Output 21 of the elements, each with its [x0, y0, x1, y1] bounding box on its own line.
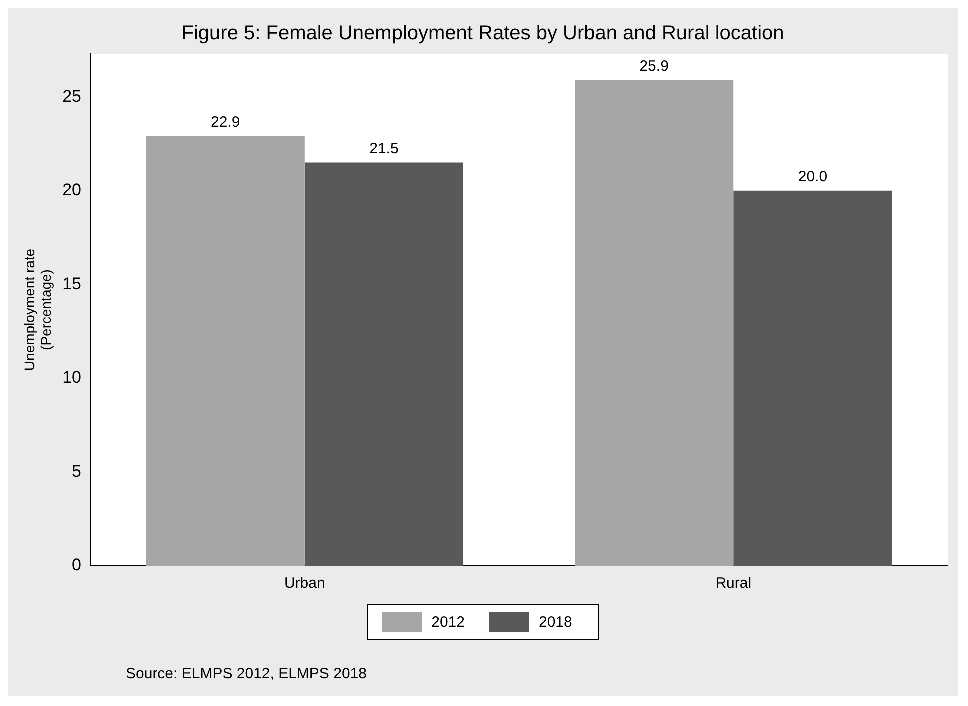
- text: 20.0: [798, 168, 828, 186]
- y-tick-label: 25: [62, 86, 82, 106]
- source-note: Source: ELMPS 2012, ELMPS 2018: [126, 666, 367, 683]
- legend-label: 2012: [432, 614, 465, 630]
- text: 25.9: [640, 58, 669, 75]
- bar: [304, 162, 464, 566]
- legend-label: 2018: [539, 614, 572, 630]
- y-tick-label: 15: [62, 274, 82, 294]
- text: 21.5: [370, 140, 399, 158]
- chart-title: Figure 5: Female Unemployment Rates by Urban and Rural location: [182, 22, 784, 45]
- x-tick-label: Urban: [284, 575, 326, 592]
- x-tick-label: Rural: [716, 575, 752, 592]
- y-tick-label: 20: [62, 180, 82, 200]
- y-tick-label: 5: [72, 462, 82, 481]
- y-tick-label: 0: [72, 556, 82, 575]
- y-axis-title: Unemployment rate (Percentage): [21, 248, 54, 372]
- bar: [574, 80, 734, 566]
- text: 22.9: [210, 114, 240, 132]
- bar: [734, 190, 892, 566]
- bar: [146, 136, 305, 566]
- y-tick-label: 10: [62, 368, 82, 388]
